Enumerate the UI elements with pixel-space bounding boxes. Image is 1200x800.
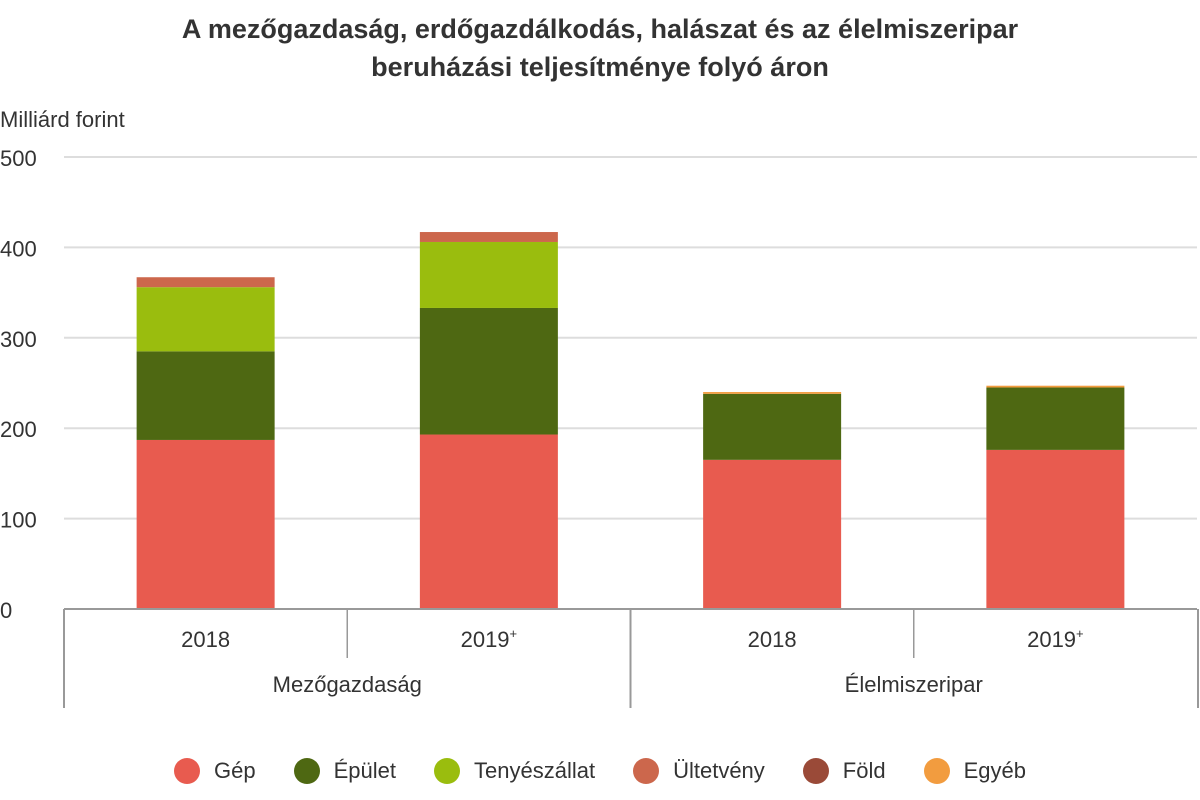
x-group-label: Élelmiszeripar bbox=[845, 672, 983, 697]
y-tick-label: 400 bbox=[0, 236, 37, 261]
legend-label: Tenyészállat bbox=[474, 758, 596, 783]
bar-segment-ültetvény bbox=[136, 277, 275, 288]
x-tick-label: 2019+ bbox=[461, 626, 518, 652]
legend-marker-icon bbox=[293, 758, 320, 784]
bar-stack bbox=[986, 385, 1125, 609]
legend-marker-icon bbox=[174, 758, 201, 784]
bar-segment-egyéb bbox=[986, 385, 1125, 388]
legend-item-föld[interactable]: Föld bbox=[802, 758, 886, 784]
legend-label: Gép bbox=[214, 758, 256, 783]
legend-marker-icon bbox=[802, 758, 829, 784]
bar-segment-épület bbox=[703, 393, 842, 460]
x-tick-label: 2019+ bbox=[1027, 626, 1084, 652]
x-tick-label: 2018 bbox=[748, 627, 797, 652]
bar-segment-épület bbox=[986, 387, 1125, 450]
legend-item-gép[interactable]: Gép bbox=[174, 758, 256, 784]
bar-stack bbox=[419, 232, 558, 609]
legend-item-egyéb[interactable]: Egyéb bbox=[923, 758, 1026, 784]
legend-item-épület[interactable]: Épület bbox=[293, 758, 396, 784]
x-tick-label: 2018 bbox=[181, 627, 230, 652]
x-axis: 2018 2019+ Mezőgazdaság 2018 2019+ Élelmiszer… bbox=[63, 608, 1199, 708]
legend: Gép Épület Tenyészállat Ültetvény Föld Egyéb bbox=[0, 758, 1200, 784]
bar-segment-épület bbox=[419, 307, 558, 435]
y-tick-label: 100 bbox=[0, 508, 37, 533]
y-axis-label: Milliárd forint bbox=[0, 107, 125, 132]
y-tick-label: 300 bbox=[0, 327, 37, 352]
bars bbox=[136, 232, 1125, 609]
bar-stack bbox=[703, 392, 842, 609]
legend-label: Föld bbox=[842, 758, 886, 783]
y-tick-label: 0 bbox=[0, 598, 12, 623]
y-axis-ticks: 0 100 200 300 400 500 bbox=[0, 146, 37, 623]
x-group-label: Mezőgazdaság bbox=[273, 672, 422, 697]
bar-segment-egyéb bbox=[703, 392, 842, 394]
legend-item-ültetvény[interactable]: Ültetvény bbox=[633, 758, 765, 784]
legend-item-tenyészállat[interactable]: Tenyészállat bbox=[434, 758, 595, 784]
legend-marker-icon bbox=[633, 758, 660, 784]
legend-marker-icon bbox=[434, 758, 460, 784]
legend-label: Egyéb bbox=[963, 758, 1026, 783]
chart-title: A mezőgazdaság, erdőgazdálkodás, halásza… bbox=[0, 10, 1200, 86]
bar-segment-ültetvény bbox=[419, 232, 558, 242]
bar-segment-gép bbox=[703, 459, 842, 609]
bar-stack bbox=[136, 277, 275, 609]
bar-segment-tenyészállat bbox=[419, 241, 558, 308]
legend-label: Ültetvény bbox=[673, 758, 765, 783]
y-tick-label: 200 bbox=[0, 417, 37, 442]
bar-segment-tenyészállat bbox=[136, 287, 275, 352]
y-tick-label: 500 bbox=[0, 146, 37, 171]
bar-segment-gép bbox=[419, 434, 558, 609]
chart-title-line-2: beruházási teljesítménye folyó áron bbox=[371, 52, 829, 82]
bar-segment-épület bbox=[136, 351, 275, 440]
legend-label: Épület bbox=[333, 758, 396, 783]
bar-segment-gép bbox=[986, 449, 1125, 609]
bar-segment-gép bbox=[136, 439, 275, 609]
legend-marker-icon bbox=[923, 758, 950, 784]
chart-title-line-1: A mezőgazdaság, erdőgazdálkodás, halásza… bbox=[181, 14, 1019, 44]
